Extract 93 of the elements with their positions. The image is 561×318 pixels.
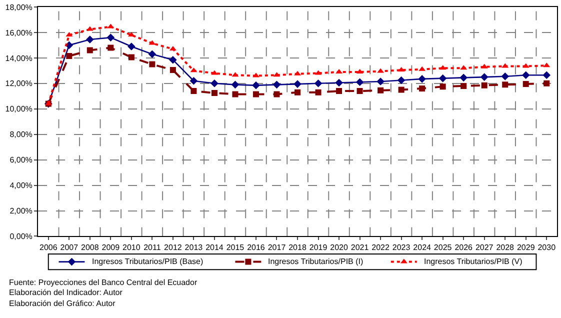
point: [336, 68, 342, 74]
x-tick-label: 2026: [454, 242, 474, 252]
y-tick-label: 2,00%: [10, 206, 32, 216]
legend-label: Ingresos Tributarios/PIB (I): [268, 257, 364, 266]
point: [66, 53, 72, 60]
point: [480, 73, 488, 81]
point: [232, 91, 238, 98]
x-tick-label: 2011: [144, 242, 162, 252]
point: [335, 78, 343, 87]
point: [148, 50, 156, 58]
point: [294, 70, 301, 76]
x-tick-label: 2017: [268, 242, 286, 252]
point: [481, 82, 488, 88]
x-tick-label: 2009: [102, 242, 120, 252]
x-tick-label: 2029: [516, 242, 536, 252]
x-tick-label: 2012: [164, 242, 182, 252]
y-tick-label: 12,00%: [5, 79, 32, 88]
y-tick-label: 14,00%: [5, 54, 32, 63]
point: [128, 42, 136, 50]
x-tick-label: 2006: [39, 242, 58, 252]
x-tick-label: 2019: [309, 242, 328, 252]
x-tick-label: 2021: [350, 242, 370, 252]
point: [418, 75, 426, 83]
point: [419, 86, 426, 92]
y-tick-label: 0,00%: [10, 232, 32, 242]
point: [315, 89, 322, 96]
y-tick-label: 16,00%: [5, 28, 32, 38]
point: [86, 47, 93, 54]
text: Elaboración del Gráfico: Autor: [9, 299, 116, 308]
point: [231, 80, 240, 89]
point: [169, 56, 177, 64]
point: [252, 91, 259, 98]
point: [210, 80, 218, 88]
point: [274, 91, 280, 98]
point: [128, 54, 134, 60]
source-note: Fuente: Proyecciones del Banco Central del Ecuador: [9, 278, 198, 287]
point: [502, 82, 508, 88]
point: [252, 81, 260, 90]
point: [106, 34, 115, 42]
point: [356, 78, 364, 86]
point: [211, 70, 218, 75]
point: [377, 68, 384, 73]
x-tick-label: 2024: [413, 242, 432, 252]
legend-label: Ingresos Tributarios/PIB (V): [424, 257, 523, 266]
y-tick-label: 10,00%: [5, 104, 32, 114]
y-tick-label: 8,00%: [10, 130, 32, 140]
point: [522, 81, 529, 88]
x-tick-label: 2016: [247, 242, 266, 252]
text: Elaboración del Indicador: Autor: [9, 288, 123, 297]
point: [314, 80, 322, 88]
x-tick-label: 2010: [122, 242, 141, 252]
point: [294, 80, 302, 88]
x-tick-label: 2022: [372, 242, 390, 252]
point: [356, 88, 363, 94]
x-tick-label: 2018: [288, 242, 307, 252]
y-tick-label: 4,00%: [10, 181, 32, 190]
point: [440, 84, 446, 90]
point: [438, 74, 447, 82]
x-tick-label: 2025: [434, 242, 452, 252]
x-tick-label: 2028: [496, 242, 515, 252]
point: [397, 76, 406, 84]
point: [398, 86, 404, 93]
x-tick-label: 2015: [226, 242, 245, 252]
point: [501, 72, 509, 80]
point: [108, 44, 114, 51]
point: [272, 80, 281, 89]
y-tick-label: 18,00%: [5, 2, 32, 12]
point: [252, 72, 260, 78]
y-tick-label: 6,00%: [10, 156, 32, 165]
x-tick-label: 2030: [538, 242, 556, 252]
x-tick-label: 2027: [475, 242, 494, 252]
point: [522, 71, 530, 80]
point: [211, 90, 218, 96]
x-tick-label: 2023: [392, 242, 411, 252]
point: [190, 88, 197, 94]
point: [336, 88, 342, 94]
x-tick-label: 2008: [81, 242, 100, 252]
legend-label: Ingresos Tributarios/PIB (Base): [92, 257, 204, 266]
point: [190, 76, 198, 85]
point: [378, 87, 384, 94]
x-tick-label: 2020: [330, 242, 348, 252]
point: [170, 67, 176, 74]
point: [542, 71, 551, 80]
x-tick-label: 2013: [184, 242, 204, 252]
point: [376, 78, 384, 86]
x-tick-label: 2014: [206, 242, 224, 252]
x-tick-label: 2007: [60, 242, 79, 252]
point: [294, 89, 300, 96]
point: [460, 82, 467, 89]
point: [460, 74, 468, 82]
point: [86, 36, 94, 44]
point: [149, 61, 156, 68]
point: [544, 80, 550, 86]
